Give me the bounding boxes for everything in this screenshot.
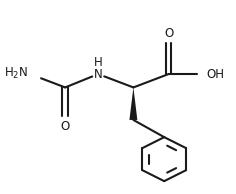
Text: O: O: [164, 27, 173, 40]
Polygon shape: [129, 87, 137, 120]
Text: $\mathregular{H_2N}$: $\mathregular{H_2N}$: [4, 66, 28, 81]
Text: H: H: [94, 56, 103, 69]
Text: N: N: [94, 68, 103, 81]
Text: O: O: [61, 120, 70, 133]
Text: OH: OH: [206, 68, 224, 81]
